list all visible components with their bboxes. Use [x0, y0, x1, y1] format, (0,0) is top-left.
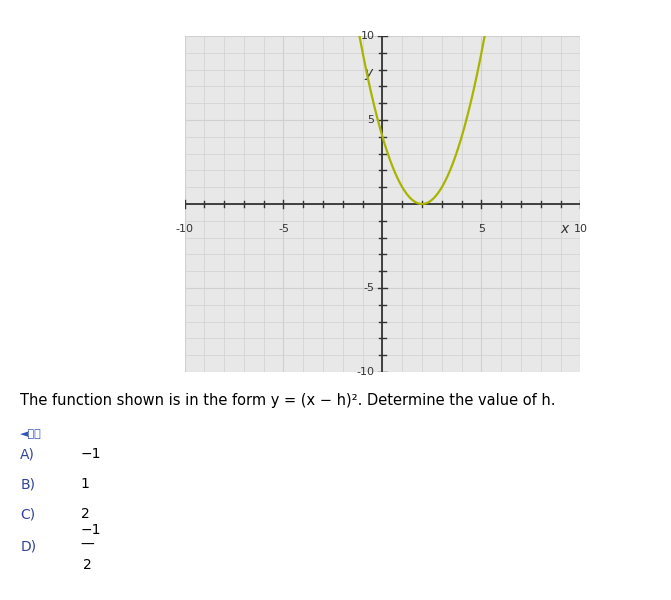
Text: x: x [560, 222, 569, 236]
Text: y: y [364, 66, 372, 80]
Text: 2: 2 [81, 507, 89, 521]
Text: D): D) [20, 540, 36, 554]
Text: ◄⧸⧸: ◄⧸⧸ [20, 429, 42, 439]
Text: 2: 2 [83, 558, 91, 572]
Text: 5: 5 [478, 224, 485, 234]
Text: C): C) [20, 507, 36, 521]
Text: 5: 5 [368, 115, 374, 125]
Text: -5: -5 [278, 224, 289, 234]
Text: 10: 10 [574, 224, 587, 234]
Text: −1: −1 [81, 523, 101, 537]
Text: -10: -10 [356, 367, 374, 377]
Text: −1: −1 [81, 447, 101, 461]
Text: —: — [81, 538, 94, 552]
Text: -5: -5 [364, 283, 374, 293]
Text: The function shown is in the form y = (x − h)². Determine the value of h.: The function shown is in the form y = (x… [20, 393, 556, 408]
Text: B): B) [20, 477, 35, 491]
Text: -10: -10 [176, 224, 193, 234]
Text: 1: 1 [81, 477, 89, 491]
Text: 10: 10 [360, 31, 374, 41]
Text: A): A) [20, 447, 35, 461]
